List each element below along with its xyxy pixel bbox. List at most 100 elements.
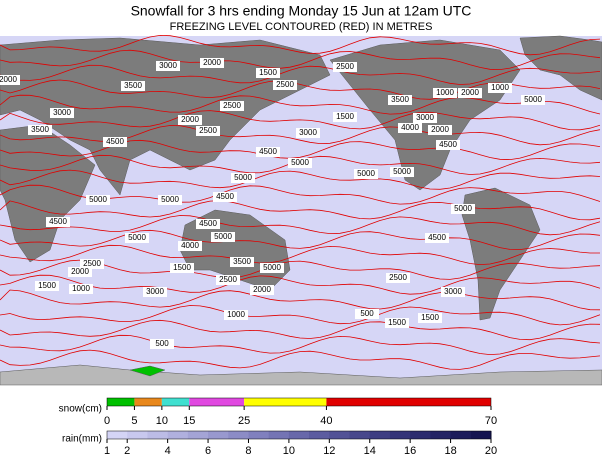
contour-label: 4500 <box>428 233 446 242</box>
contour-label-box <box>50 108 74 118</box>
rain-tick-label: 18 <box>444 445 456 457</box>
contour-label-box <box>333 62 357 72</box>
contour-label-box <box>273 80 297 90</box>
contour-label-box <box>86 195 110 205</box>
contour-line <box>0 64 601 85</box>
contour-label: 5000 <box>128 233 146 242</box>
contour-label: 3500 <box>31 125 49 134</box>
contour-label: 3000 <box>299 128 317 137</box>
contour-label: 4500 <box>439 140 457 149</box>
contour-label-box <box>441 287 465 297</box>
snow-tick-label: 10 <box>156 415 168 427</box>
rain-segment <box>369 431 391 439</box>
contour-label: 4500 <box>199 219 217 228</box>
snow-segment <box>326 398 491 406</box>
snow-tick-label: 0 <box>104 415 110 427</box>
snow-tick-label: 70 <box>485 415 497 427</box>
rain-frame <box>106 430 492 440</box>
contour-label-box <box>178 241 202 251</box>
rain-segment <box>389 431 411 439</box>
snow-tick-label: 15 <box>183 415 195 427</box>
contour-line <box>0 125 601 146</box>
contour-label-box <box>458 88 482 98</box>
snow-tick-label: 5 <box>131 415 137 427</box>
contour-label-box <box>288 158 312 168</box>
map: 3000 200035001500250025002000300035004500… <box>0 34 602 386</box>
contour-label-box <box>211 232 235 242</box>
contour-label-box <box>170 263 194 273</box>
contour-label: 2500 <box>219 275 237 284</box>
contour-label: 5000 <box>357 169 375 178</box>
contour-label: 2500 <box>199 126 217 135</box>
contour-label: 1500 <box>421 313 439 322</box>
rain-segment <box>288 431 310 439</box>
contour-label-box <box>428 125 452 135</box>
contour-label: 1500 <box>388 318 406 327</box>
contour-label-box <box>121 81 145 91</box>
snow-segment <box>161 398 190 406</box>
contour-label: 3000 <box>53 108 71 117</box>
rain-tick-label: 10 <box>283 445 295 457</box>
contour-label: 1000 <box>72 284 90 293</box>
contour-line <box>0 229 601 251</box>
contour-label-box <box>103 137 127 147</box>
contour-label-box <box>250 285 274 295</box>
rain-segment <box>228 431 249 439</box>
contour-line <box>0 215 601 236</box>
contour-label: 3000 <box>159 61 177 70</box>
contour-label-box <box>35 281 59 291</box>
contour-label: 1000 <box>491 83 509 92</box>
rain-segment <box>430 431 452 439</box>
contour-label-box <box>68 267 92 277</box>
contour-label: 1500 <box>336 112 354 121</box>
contour-label: 5000 <box>89 195 107 204</box>
contour-label: 1000 <box>436 88 454 97</box>
rain-segment <box>470 431 492 439</box>
rain-tick-label: 4 <box>165 445 171 457</box>
contour-line <box>0 334 601 356</box>
contour-label: 2500 <box>223 101 241 110</box>
contour-label: 5000 <box>234 173 252 182</box>
snow-label: snow(cm) <box>59 404 102 415</box>
rain-label: rain(mm) <box>62 434 102 445</box>
snow-segment <box>134 398 162 406</box>
rain-tick-label: 6 <box>205 445 211 457</box>
rain-segment <box>268 431 290 439</box>
contour-label: 1000 <box>227 310 245 319</box>
contour-label-box <box>200 58 224 68</box>
contour-label-box <box>355 309 379 319</box>
contour-label: 1500 <box>38 281 56 290</box>
rain-segment <box>167 431 189 439</box>
rain-segment <box>329 431 351 439</box>
contour-line <box>0 94 601 115</box>
contour-label-box <box>0 75 20 85</box>
contour-label-box <box>388 95 412 105</box>
contour-label-box <box>156 61 180 71</box>
contour-label: 4500 <box>259 147 277 156</box>
rain-segment <box>107 431 128 439</box>
contour-label-box <box>125 233 149 243</box>
snow-segment <box>189 398 245 406</box>
contour-label: 5000 <box>524 95 542 104</box>
contour-label-box <box>385 318 409 328</box>
contour-label: 4000 <box>181 241 199 250</box>
contour-label-box <box>213 192 237 202</box>
contour-label: 2000 <box>431 125 449 134</box>
contour-line <box>0 305 601 326</box>
rain-segment <box>410 431 431 439</box>
contour-label-box <box>158 195 182 205</box>
contour-label-box <box>386 273 410 283</box>
contour-label: 2500 <box>276 80 294 89</box>
contour-line <box>0 110 601 131</box>
rain-tick-label: 14 <box>364 445 376 457</box>
contour-label: 4000 <box>401 123 419 132</box>
contour-label: 4500 <box>49 217 67 226</box>
contour-label: 3000 <box>416 113 434 122</box>
contour-label: 1500 <box>259 68 277 77</box>
contour-label-box <box>398 123 422 133</box>
contour-label: 5000 <box>161 195 179 204</box>
contour-line <box>0 274 601 295</box>
snow-segment <box>107 398 135 406</box>
contour-label: 500 <box>360 309 374 318</box>
contour-label-box <box>150 339 174 349</box>
